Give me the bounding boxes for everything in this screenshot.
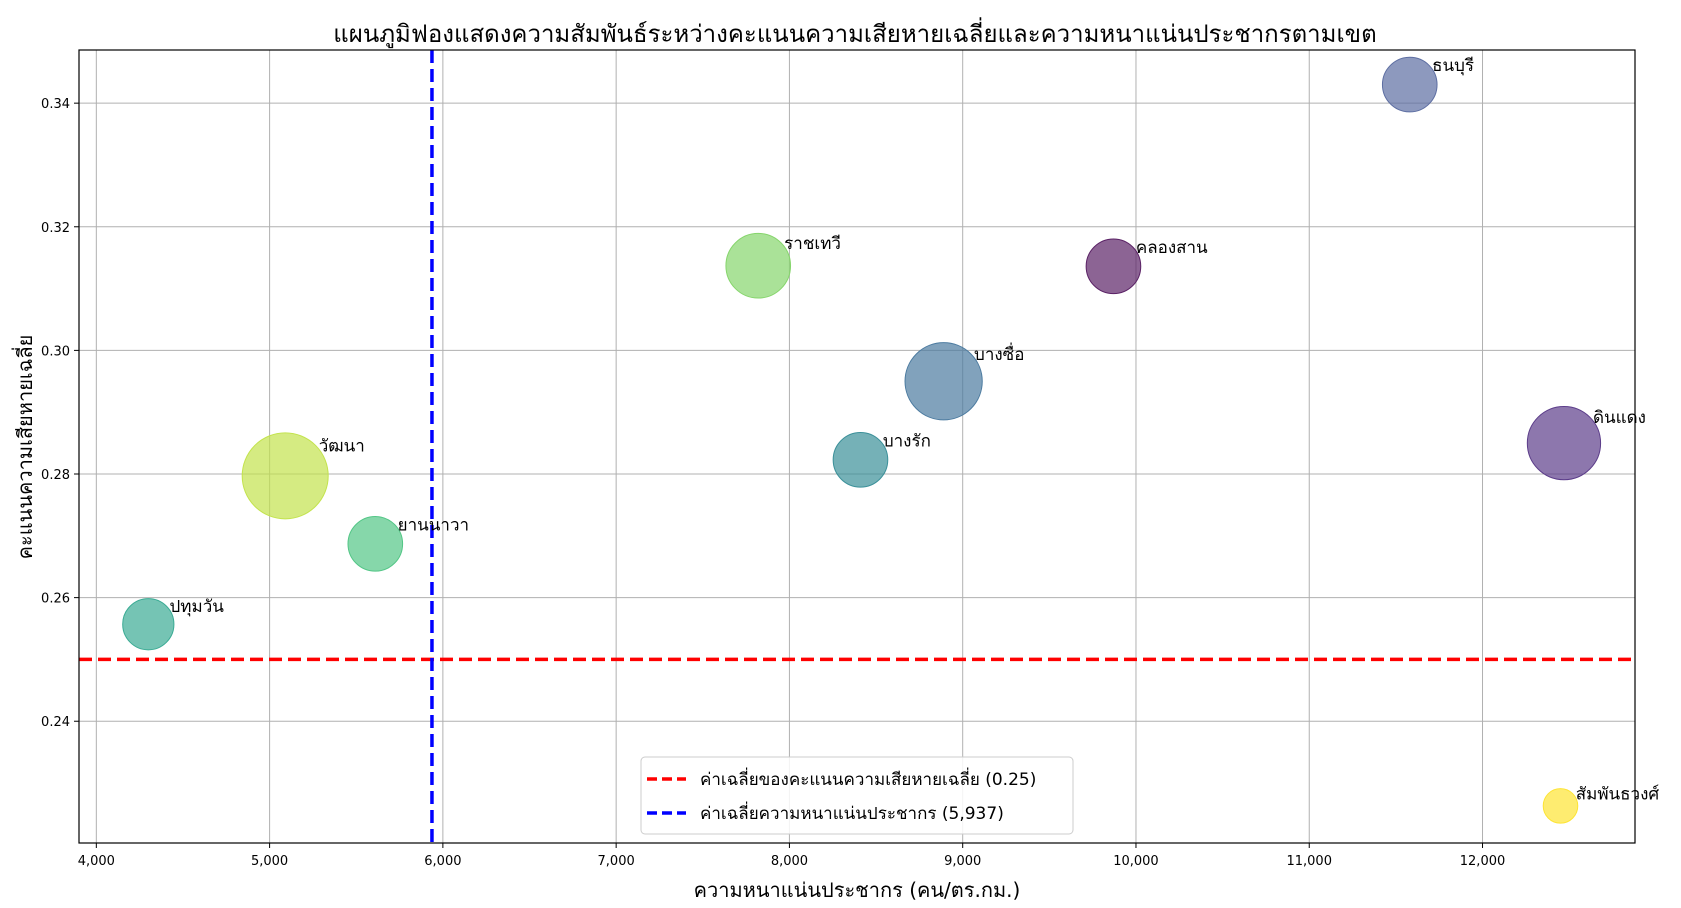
bubble-label: บางซื่อ (974, 342, 1024, 365)
bubble (1542, 788, 1579, 824)
bubble-label: คลองสาน (1136, 238, 1208, 258)
bubble-label: สัมพันธวงศ์ (1576, 785, 1660, 805)
y-tick-label: 0.30 (41, 344, 70, 359)
x-tick-label: 11,000 (1286, 854, 1332, 869)
x-tick-label: 10,000 (1113, 854, 1159, 869)
x-tick-label: 12,000 (1460, 854, 1506, 869)
bubble-label: ดินแดง (1593, 408, 1646, 428)
reference-lines (79, 50, 1635, 843)
plot-frame (78, 49, 1636, 844)
y-tick-label: 0.28 (41, 468, 70, 483)
bubble-label: ยานนาวา (398, 515, 469, 535)
bubble (122, 598, 175, 651)
bubble (1526, 405, 1602, 481)
x-tick-label: 5,000 (251, 854, 288, 869)
x-tick-label: 8,000 (771, 854, 808, 869)
y-tick-label: 0.32 (41, 221, 70, 236)
legend-label-mean-damage: ค่าเฉลี่ยของคะแนนความเสียหายเฉลี่ย (0.25… (700, 767, 1036, 790)
bubble (832, 431, 889, 488)
x-tick-label: 6,000 (424, 854, 461, 869)
bubble (904, 342, 983, 421)
bubbles (122, 56, 1602, 824)
bubble (241, 432, 329, 520)
bubble (1381, 56, 1438, 113)
x-tick-label: 9,000 (944, 854, 981, 869)
y-axis-label: คะแนนความเสียหายเฉลี่ย (11, 335, 37, 560)
x-tick-label: 4,000 (78, 854, 115, 869)
bubble-label: วัฒนา (319, 436, 365, 456)
y-tick-label: 0.24 (41, 715, 70, 730)
x-tick-label: 7,000 (598, 854, 635, 869)
x-axis-ticks: 4,000 5,000 6,000 7,000 8,000 9,000 10,000 11,0… (78, 843, 1506, 869)
legend-box (640, 756, 1074, 835)
bubble (1085, 238, 1142, 295)
chart-title: แผนภูมิฟองแสดงความสัมพันธ์ระหว่างคะแนนคว… (333, 17, 1376, 49)
bubble-label: ปทุมวัน (169, 597, 224, 617)
y-tick-label: 0.26 (41, 592, 70, 607)
bubble (725, 232, 792, 299)
y-axis-ticks: 0.24 0.26 0.28 0.30 0.32 0.34 (41, 97, 79, 730)
bubble-label: บางรัก (883, 431, 931, 451)
legend-label-mean-density: ค่าเฉลี่ยความหนาแน่นประชากร (5,937) (700, 801, 1004, 824)
grid-lines (79, 50, 1635, 843)
y-tick-label: 0.34 (41, 97, 70, 112)
legend: ค่าเฉลี่ยของคะแนนความเสียหายเฉลี่ย (0.25… (640, 756, 1074, 835)
bubble (347, 516, 404, 572)
bubble-label: ธนบุรี (1432, 56, 1474, 76)
x-axis-label: ความหนาแน่นประชากร (คน/ตร.กม.) (694, 878, 1021, 902)
bubble-label: ราชเทวี (784, 234, 841, 254)
